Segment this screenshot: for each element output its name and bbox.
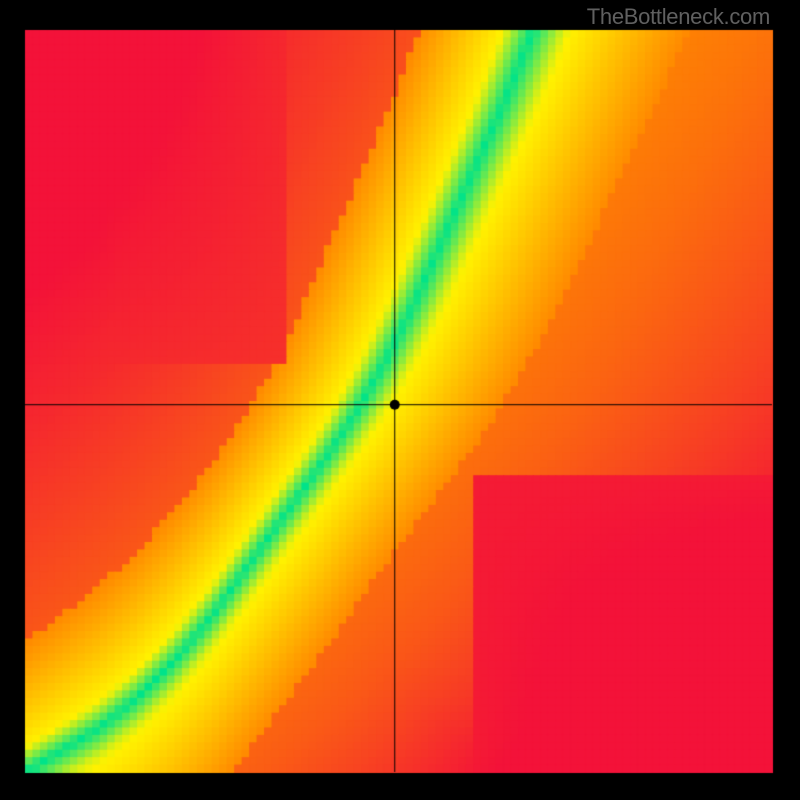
attribution-label: TheBottleneck.com	[587, 4, 770, 30]
bottleneck-heatmap	[0, 0, 800, 800]
